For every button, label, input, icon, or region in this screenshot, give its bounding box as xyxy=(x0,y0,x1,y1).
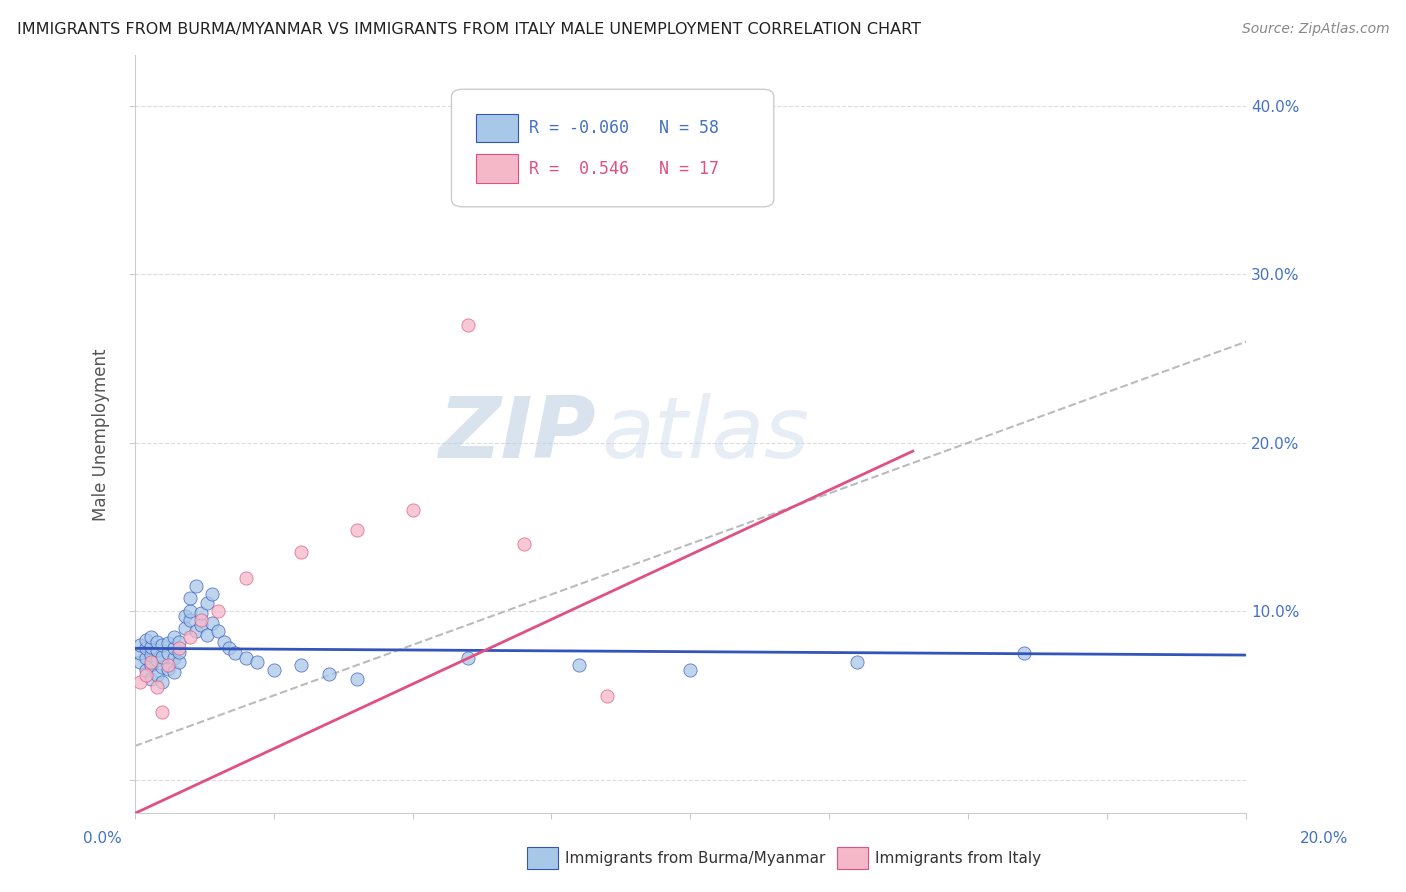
Point xyxy=(167,645,190,659)
Point xyxy=(190,617,212,632)
Point xyxy=(135,651,157,665)
Point xyxy=(290,545,312,559)
Point xyxy=(201,587,224,601)
Point xyxy=(207,624,229,639)
Text: R = -0.060   N = 58: R = -0.060 N = 58 xyxy=(529,119,720,137)
Point xyxy=(235,570,257,584)
Point xyxy=(846,655,869,669)
Bar xyxy=(475,154,519,183)
Point xyxy=(152,660,174,674)
Point xyxy=(152,706,174,720)
Point xyxy=(346,672,368,686)
Text: Immigrants from Burma/Myanmar: Immigrants from Burma/Myanmar xyxy=(565,851,825,865)
Point xyxy=(156,646,179,660)
Point xyxy=(141,658,163,673)
Point xyxy=(212,634,235,648)
Point xyxy=(162,641,184,656)
Point xyxy=(146,653,169,667)
Point xyxy=(224,646,246,660)
Point xyxy=(141,672,163,686)
Point xyxy=(167,634,190,648)
Point xyxy=(135,663,157,677)
Point xyxy=(173,621,195,635)
Point xyxy=(129,675,152,690)
Point xyxy=(135,641,157,656)
Text: R =  0.546   N = 17: R = 0.546 N = 17 xyxy=(529,160,720,178)
Point xyxy=(146,680,169,694)
Point xyxy=(457,651,479,665)
Text: atlas: atlas xyxy=(602,392,810,475)
Point xyxy=(141,630,163,644)
Text: Source: ZipAtlas.com: Source: ZipAtlas.com xyxy=(1241,22,1389,37)
Point xyxy=(152,675,174,690)
Point xyxy=(246,655,269,669)
Point xyxy=(179,630,201,644)
Point xyxy=(129,638,152,652)
Point xyxy=(156,636,179,650)
Point xyxy=(190,606,212,620)
Point xyxy=(179,613,201,627)
Text: 20.0%: 20.0% xyxy=(1301,831,1348,846)
Point xyxy=(162,665,184,679)
Point xyxy=(156,658,179,673)
Point xyxy=(141,655,163,669)
Bar xyxy=(475,113,519,143)
Point xyxy=(207,604,229,618)
Point xyxy=(146,668,169,682)
FancyBboxPatch shape xyxy=(451,89,773,207)
Point xyxy=(146,634,169,648)
Text: Immigrants from Italy: Immigrants from Italy xyxy=(875,851,1040,865)
Point xyxy=(141,640,163,654)
Point xyxy=(162,651,184,665)
Point xyxy=(184,624,207,639)
Point xyxy=(184,579,207,593)
Point xyxy=(167,641,190,656)
Point xyxy=(135,632,157,647)
Point xyxy=(1012,646,1035,660)
Point xyxy=(152,638,174,652)
Point xyxy=(129,646,152,660)
Point xyxy=(318,666,340,681)
Y-axis label: Male Unemployment: Male Unemployment xyxy=(93,348,110,521)
Point xyxy=(173,609,195,624)
Point xyxy=(146,643,169,657)
Text: ZIP: ZIP xyxy=(439,392,596,475)
Point xyxy=(179,604,201,618)
Point xyxy=(135,668,157,682)
Point xyxy=(596,689,619,703)
Point xyxy=(179,591,201,605)
Point xyxy=(156,661,179,675)
Point xyxy=(568,658,591,673)
Text: 0.0%: 0.0% xyxy=(83,831,122,846)
Point xyxy=(167,655,190,669)
Point xyxy=(679,663,702,677)
Point xyxy=(190,613,212,627)
Point xyxy=(290,658,312,673)
Point xyxy=(195,628,218,642)
Point xyxy=(457,318,479,332)
Point xyxy=(346,524,368,538)
Point xyxy=(129,655,152,669)
Point xyxy=(201,615,224,630)
Point xyxy=(162,630,184,644)
Text: IMMIGRANTS FROM BURMA/MYANMAR VS IMMIGRANTS FROM ITALY MALE UNEMPLOYMENT CORRELA: IMMIGRANTS FROM BURMA/MYANMAR VS IMMIGRA… xyxy=(17,22,921,37)
Point xyxy=(152,649,174,664)
Point xyxy=(512,537,534,551)
Point xyxy=(218,641,240,656)
Point xyxy=(141,648,163,662)
Point xyxy=(195,596,218,610)
Point xyxy=(235,651,257,665)
Point xyxy=(263,663,285,677)
Point xyxy=(401,503,423,517)
